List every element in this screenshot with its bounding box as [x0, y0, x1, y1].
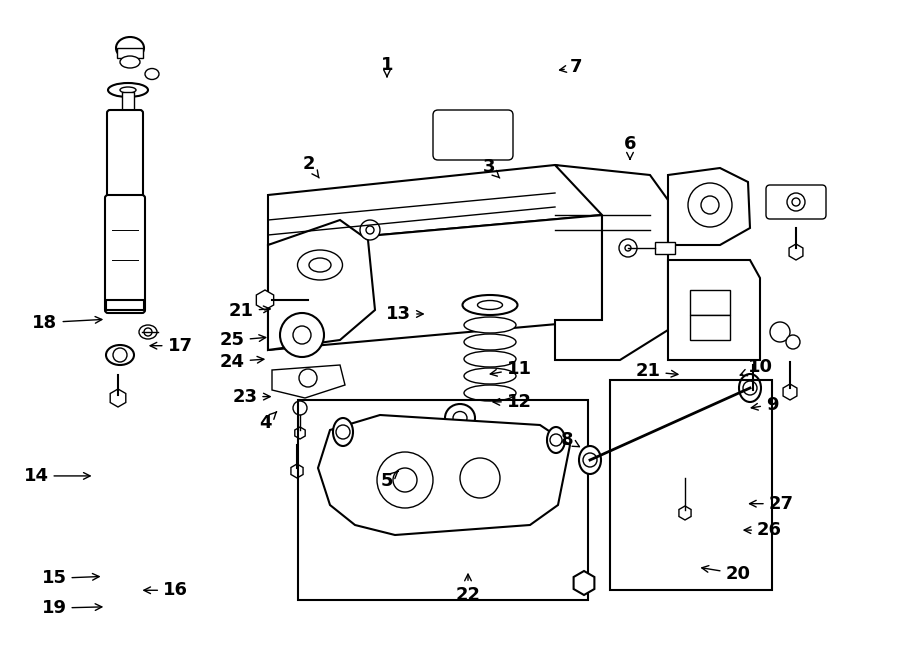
- Text: 20: 20: [702, 564, 751, 583]
- Text: 4: 4: [259, 412, 276, 432]
- Circle shape: [377, 452, 433, 508]
- Polygon shape: [668, 260, 760, 360]
- Text: 6: 6: [624, 135, 636, 159]
- Text: 18: 18: [32, 313, 102, 332]
- Circle shape: [293, 401, 307, 415]
- Polygon shape: [268, 220, 375, 350]
- Circle shape: [701, 196, 719, 214]
- Polygon shape: [318, 415, 570, 535]
- Circle shape: [293, 326, 311, 344]
- Bar: [117, 48, 143, 58]
- Ellipse shape: [120, 87, 136, 93]
- Ellipse shape: [464, 317, 516, 333]
- Ellipse shape: [453, 412, 467, 424]
- Circle shape: [113, 348, 127, 362]
- Ellipse shape: [547, 427, 565, 453]
- Text: 26: 26: [744, 521, 782, 539]
- Ellipse shape: [464, 368, 516, 384]
- Ellipse shape: [139, 325, 157, 339]
- Polygon shape: [668, 168, 750, 245]
- Text: 7: 7: [560, 58, 582, 77]
- Circle shape: [625, 245, 631, 251]
- Ellipse shape: [298, 250, 343, 280]
- Circle shape: [786, 335, 800, 349]
- Circle shape: [550, 434, 562, 446]
- Circle shape: [743, 381, 757, 395]
- Polygon shape: [555, 165, 668, 360]
- Circle shape: [619, 239, 637, 257]
- Ellipse shape: [739, 374, 761, 402]
- Polygon shape: [268, 165, 602, 245]
- Ellipse shape: [464, 385, 516, 401]
- Circle shape: [144, 328, 152, 336]
- Text: 14: 14: [23, 467, 90, 485]
- Text: 25: 25: [220, 331, 266, 350]
- Ellipse shape: [309, 258, 331, 272]
- Text: 12: 12: [493, 393, 532, 411]
- Polygon shape: [268, 215, 602, 350]
- Bar: [122, 92, 134, 110]
- Circle shape: [366, 226, 374, 234]
- Ellipse shape: [463, 295, 518, 315]
- FancyBboxPatch shape: [105, 195, 145, 313]
- Ellipse shape: [108, 83, 148, 97]
- Polygon shape: [272, 365, 345, 398]
- Bar: [690, 315, 730, 340]
- Text: 5: 5: [381, 471, 398, 490]
- Circle shape: [460, 458, 500, 498]
- Bar: [655, 242, 675, 254]
- Circle shape: [688, 183, 732, 227]
- Ellipse shape: [333, 418, 353, 446]
- Text: 19: 19: [41, 599, 102, 617]
- Text: 13: 13: [386, 305, 423, 323]
- FancyBboxPatch shape: [433, 110, 513, 160]
- FancyBboxPatch shape: [107, 110, 143, 198]
- Text: 1: 1: [381, 56, 393, 77]
- Circle shape: [299, 369, 317, 387]
- Text: 23: 23: [232, 387, 270, 406]
- Text: 2: 2: [302, 155, 320, 178]
- Ellipse shape: [464, 334, 516, 350]
- Circle shape: [393, 468, 417, 492]
- Circle shape: [336, 425, 350, 439]
- FancyBboxPatch shape: [766, 185, 826, 219]
- Text: 9: 9: [752, 395, 778, 414]
- Text: 21: 21: [229, 301, 270, 320]
- Text: 10: 10: [740, 358, 773, 376]
- Circle shape: [280, 313, 324, 357]
- Bar: [610, 380, 772, 590]
- Ellipse shape: [445, 404, 475, 432]
- Text: 16: 16: [144, 581, 188, 600]
- Text: 21: 21: [635, 362, 678, 381]
- Ellipse shape: [120, 56, 140, 68]
- Ellipse shape: [145, 69, 159, 79]
- Text: 3: 3: [482, 158, 500, 178]
- Circle shape: [792, 198, 800, 206]
- Bar: [106, 300, 144, 310]
- Text: 27: 27: [750, 494, 794, 513]
- Text: 24: 24: [220, 352, 264, 371]
- Bar: [690, 290, 730, 315]
- Text: 15: 15: [41, 569, 99, 588]
- Text: 17: 17: [150, 336, 193, 355]
- Ellipse shape: [464, 351, 516, 367]
- Circle shape: [787, 193, 805, 211]
- Bar: [298, 400, 588, 600]
- Text: 11: 11: [491, 360, 532, 378]
- Circle shape: [360, 220, 380, 240]
- Ellipse shape: [579, 446, 601, 474]
- Ellipse shape: [478, 301, 502, 309]
- Text: 22: 22: [455, 574, 481, 604]
- Ellipse shape: [106, 345, 134, 365]
- Circle shape: [770, 322, 790, 342]
- Ellipse shape: [116, 37, 144, 59]
- Bar: [108, 195, 142, 210]
- Circle shape: [583, 453, 597, 467]
- Text: 8: 8: [561, 430, 580, 449]
